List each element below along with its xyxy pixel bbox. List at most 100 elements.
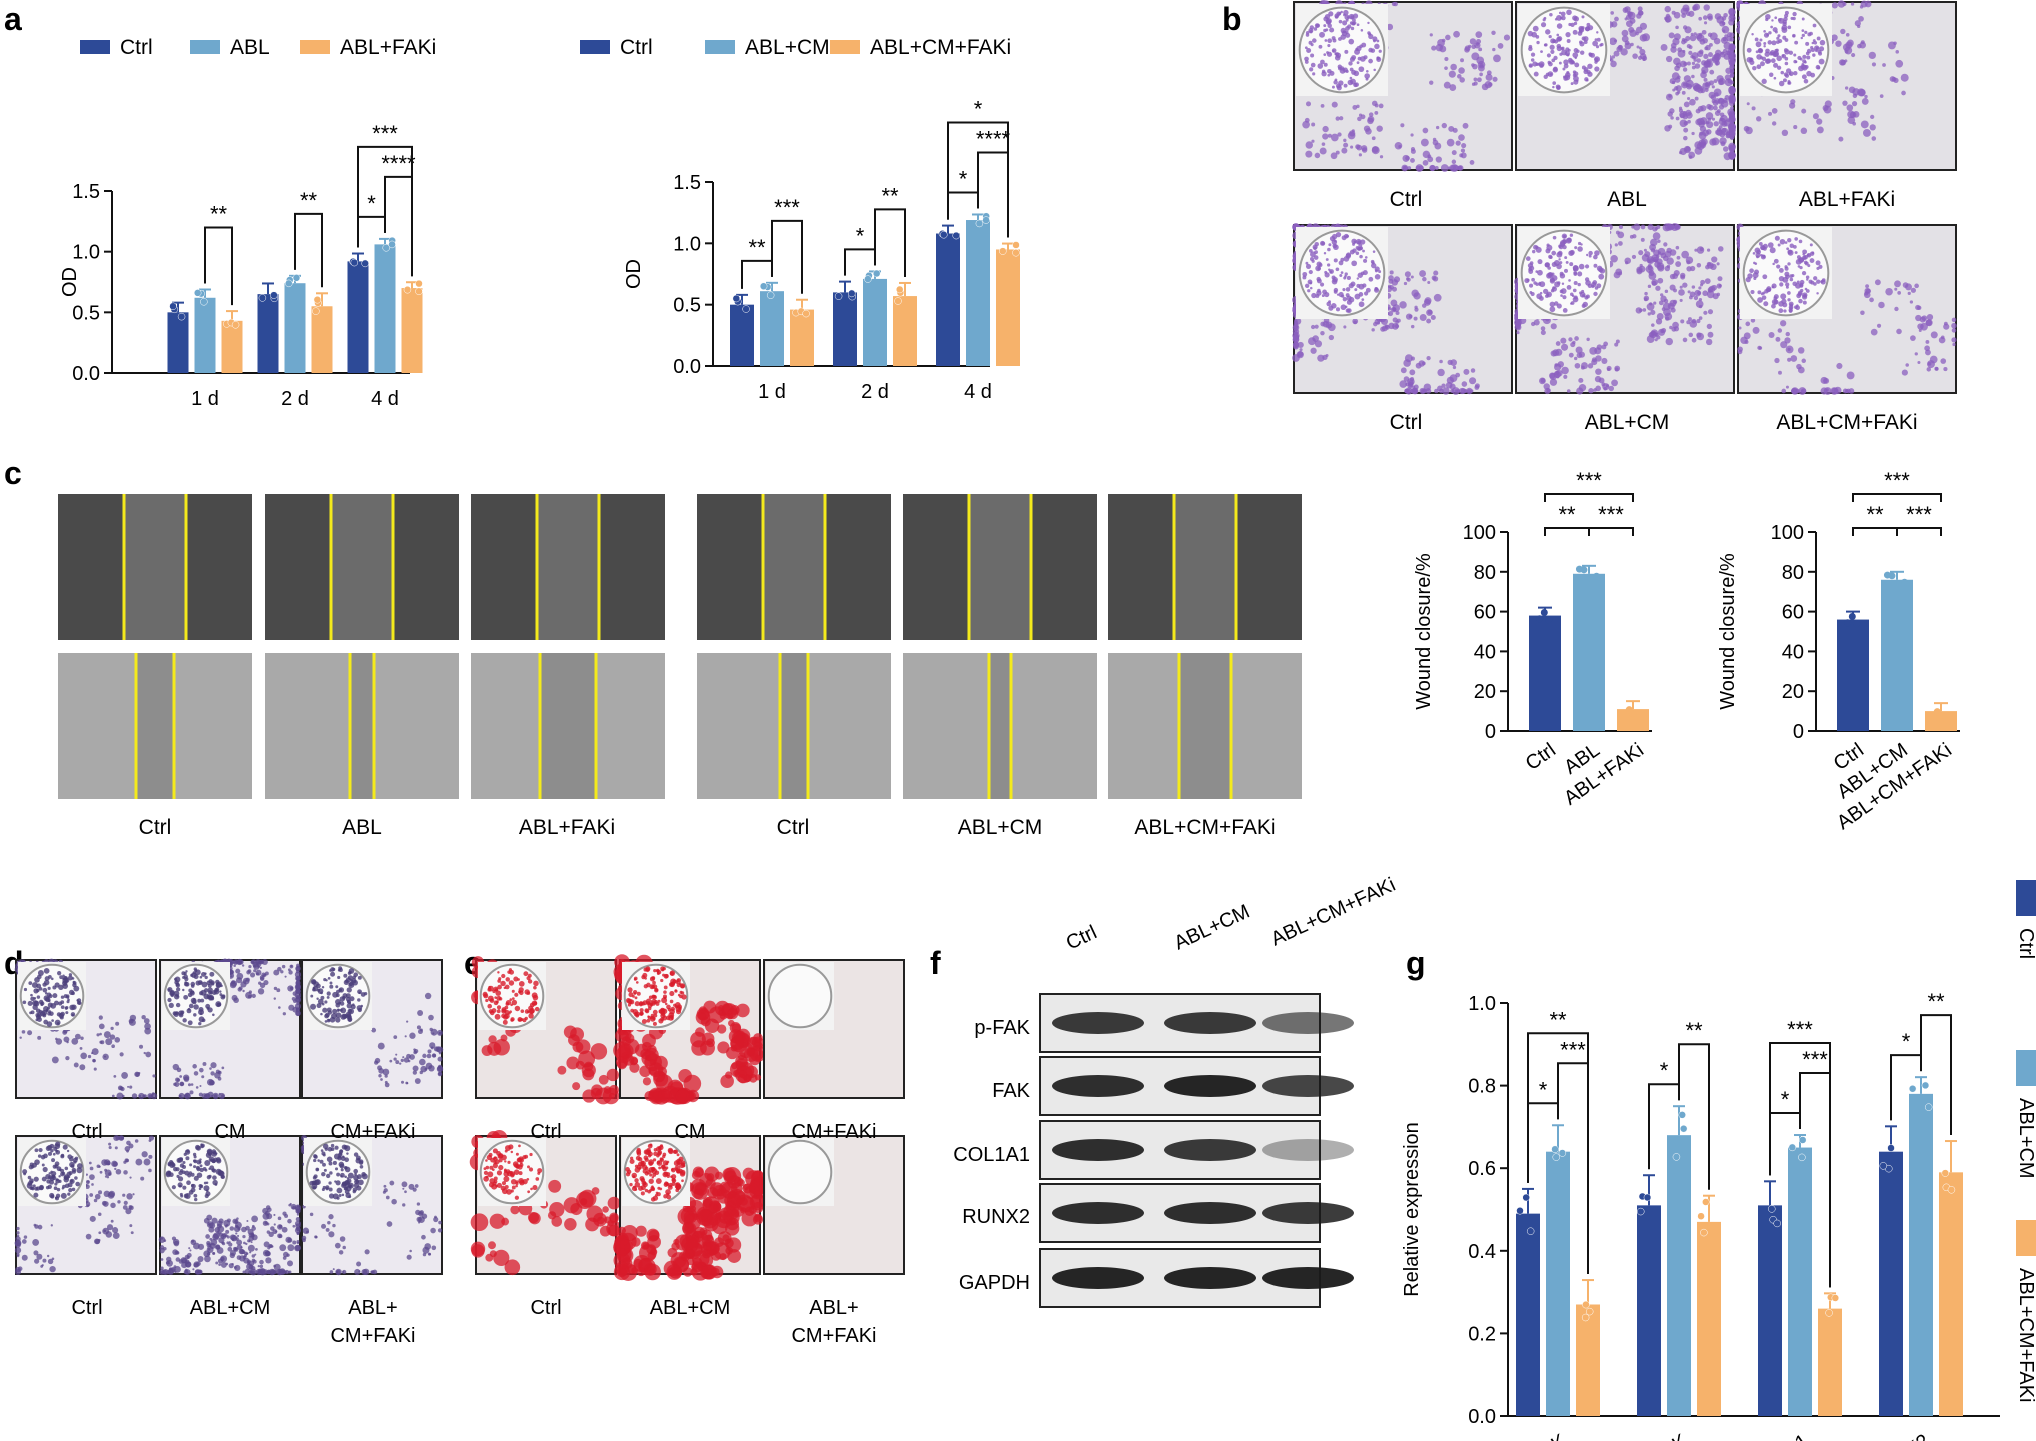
a1-point	[285, 279, 293, 288]
stain-dot	[1691, 52, 1699, 60]
well-dot	[26, 1182, 33, 1189]
a2-bar-ABL+CM+FAKi	[893, 296, 917, 366]
stain-dot	[1902, 282, 1909, 288]
well-dot	[56, 1187, 61, 1192]
scratch-image	[471, 494, 665, 640]
stain-dot	[165, 1261, 170, 1265]
well-dot	[356, 1174, 362, 1180]
stain-dot	[389, 1180, 395, 1186]
stain-dot	[1413, 316, 1418, 321]
stain-dot	[1595, 385, 1601, 392]
well-dot	[67, 975, 73, 981]
well-dot	[1776, 36, 1780, 40]
well-dot	[511, 989, 515, 993]
well-dot	[207, 995, 214, 1001]
stain-dot	[110, 1219, 114, 1223]
stain-dot	[1879, 94, 1884, 98]
stain-dot	[1671, 326, 1677, 332]
stain-dot	[1320, 103, 1325, 108]
well-dot	[527, 979, 533, 984]
well-dot	[1351, 69, 1357, 75]
well-dot	[69, 1004, 76, 1011]
legend-label-ABL: ABL	[230, 36, 270, 59]
stain-dot	[582, 1089, 596, 1103]
well-dot	[1804, 60, 1807, 64]
stain-dot	[1427, 154, 1432, 159]
well-dot	[1323, 53, 1327, 57]
stain-dot	[649, 1058, 657, 1066]
well-dot	[1332, 276, 1338, 283]
well-dot	[1569, 249, 1575, 256]
stain-dot	[1460, 58, 1464, 63]
stain-dot	[1475, 31, 1483, 38]
stain-dot	[1629, 234, 1634, 239]
stain-dot	[89, 1174, 95, 1180]
stain-dot	[1561, 366, 1569, 375]
well-dot	[327, 1010, 333, 1015]
stain-dot	[281, 1226, 288, 1233]
stain-dot	[14, 1268, 22, 1276]
well-dot	[1582, 301, 1588, 308]
stain-dot	[1391, 286, 1397, 292]
well-dot	[37, 1154, 42, 1158]
stain-dot	[1686, 96, 1691, 101]
well-inset	[1296, 4, 1388, 96]
a1-point	[415, 287, 423, 296]
stain-dot	[1371, 100, 1378, 107]
stain-dot	[73, 1062, 79, 1068]
stain-dot	[314, 1235, 318, 1239]
well-dot	[321, 986, 325, 989]
stain-dot	[683, 1074, 702, 1093]
a2-bar-Ctrl	[936, 233, 960, 366]
stain-dot	[248, 964, 252, 969]
a2-sig-bracket	[874, 208, 906, 277]
well-dot	[63, 1174, 70, 1180]
stain-dot	[1714, 60, 1720, 66]
g-sig-label: **	[1927, 989, 1945, 1014]
stain-dot	[1831, 2, 1838, 9]
well-dot	[1778, 267, 1784, 273]
well-dot	[1771, 298, 1778, 305]
stain-dot	[1675, 91, 1679, 96]
stain-dot	[1403, 165, 1408, 171]
stain-dot	[695, 1010, 711, 1025]
well-dot	[1552, 286, 1556, 290]
well-dot	[346, 1178, 352, 1184]
stain-dot	[1660, 44, 1668, 51]
stain-dot	[1378, 318, 1383, 322]
stain-dot	[247, 1244, 255, 1252]
stain-dot	[735, 1003, 750, 1018]
well-dot	[360, 1004, 364, 1008]
stain-dot	[1404, 354, 1413, 363]
stain-dot	[430, 1046, 434, 1050]
well-dot	[68, 973, 73, 977]
stain-dot	[1636, 45, 1640, 49]
stain-dot	[401, 1181, 408, 1188]
stain-dot	[1312, 335, 1319, 342]
well-dot	[1343, 13, 1346, 17]
stain-dot	[1426, 318, 1432, 324]
well-inset	[18, 962, 86, 1030]
well-dot	[54, 1161, 60, 1167]
stain-dot	[1613, 50, 1620, 57]
well-dot	[54, 1196, 58, 1200]
stain-dot	[1386, 23, 1394, 31]
stain-dot	[186, 1252, 192, 1258]
stain-dot	[371, 1027, 377, 1033]
well-dot	[52, 1152, 56, 1156]
well-dot	[310, 1003, 317, 1010]
well-dot	[1560, 239, 1566, 246]
well-dot	[344, 1175, 347, 1179]
scratch-image	[58, 494, 252, 640]
well-dot	[1365, 287, 1371, 293]
well-dot	[1359, 254, 1363, 259]
g-bar-Ctrl	[1516, 1213, 1540, 1416]
well-dot	[497, 971, 500, 974]
a2-point	[872, 269, 881, 278]
well-dot	[1307, 289, 1311, 293]
well-dot	[317, 1159, 320, 1162]
stain-dot	[143, 1051, 146, 1055]
stain-dot	[1376, 125, 1383, 132]
stain-dot	[721, 1003, 734, 1016]
